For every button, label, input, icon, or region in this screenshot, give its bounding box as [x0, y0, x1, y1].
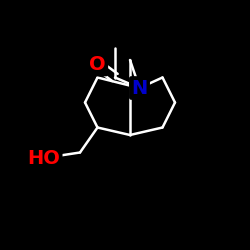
Text: O: O — [89, 55, 106, 74]
Text: N: N — [132, 78, 148, 98]
Text: HO: HO — [27, 148, 60, 168]
